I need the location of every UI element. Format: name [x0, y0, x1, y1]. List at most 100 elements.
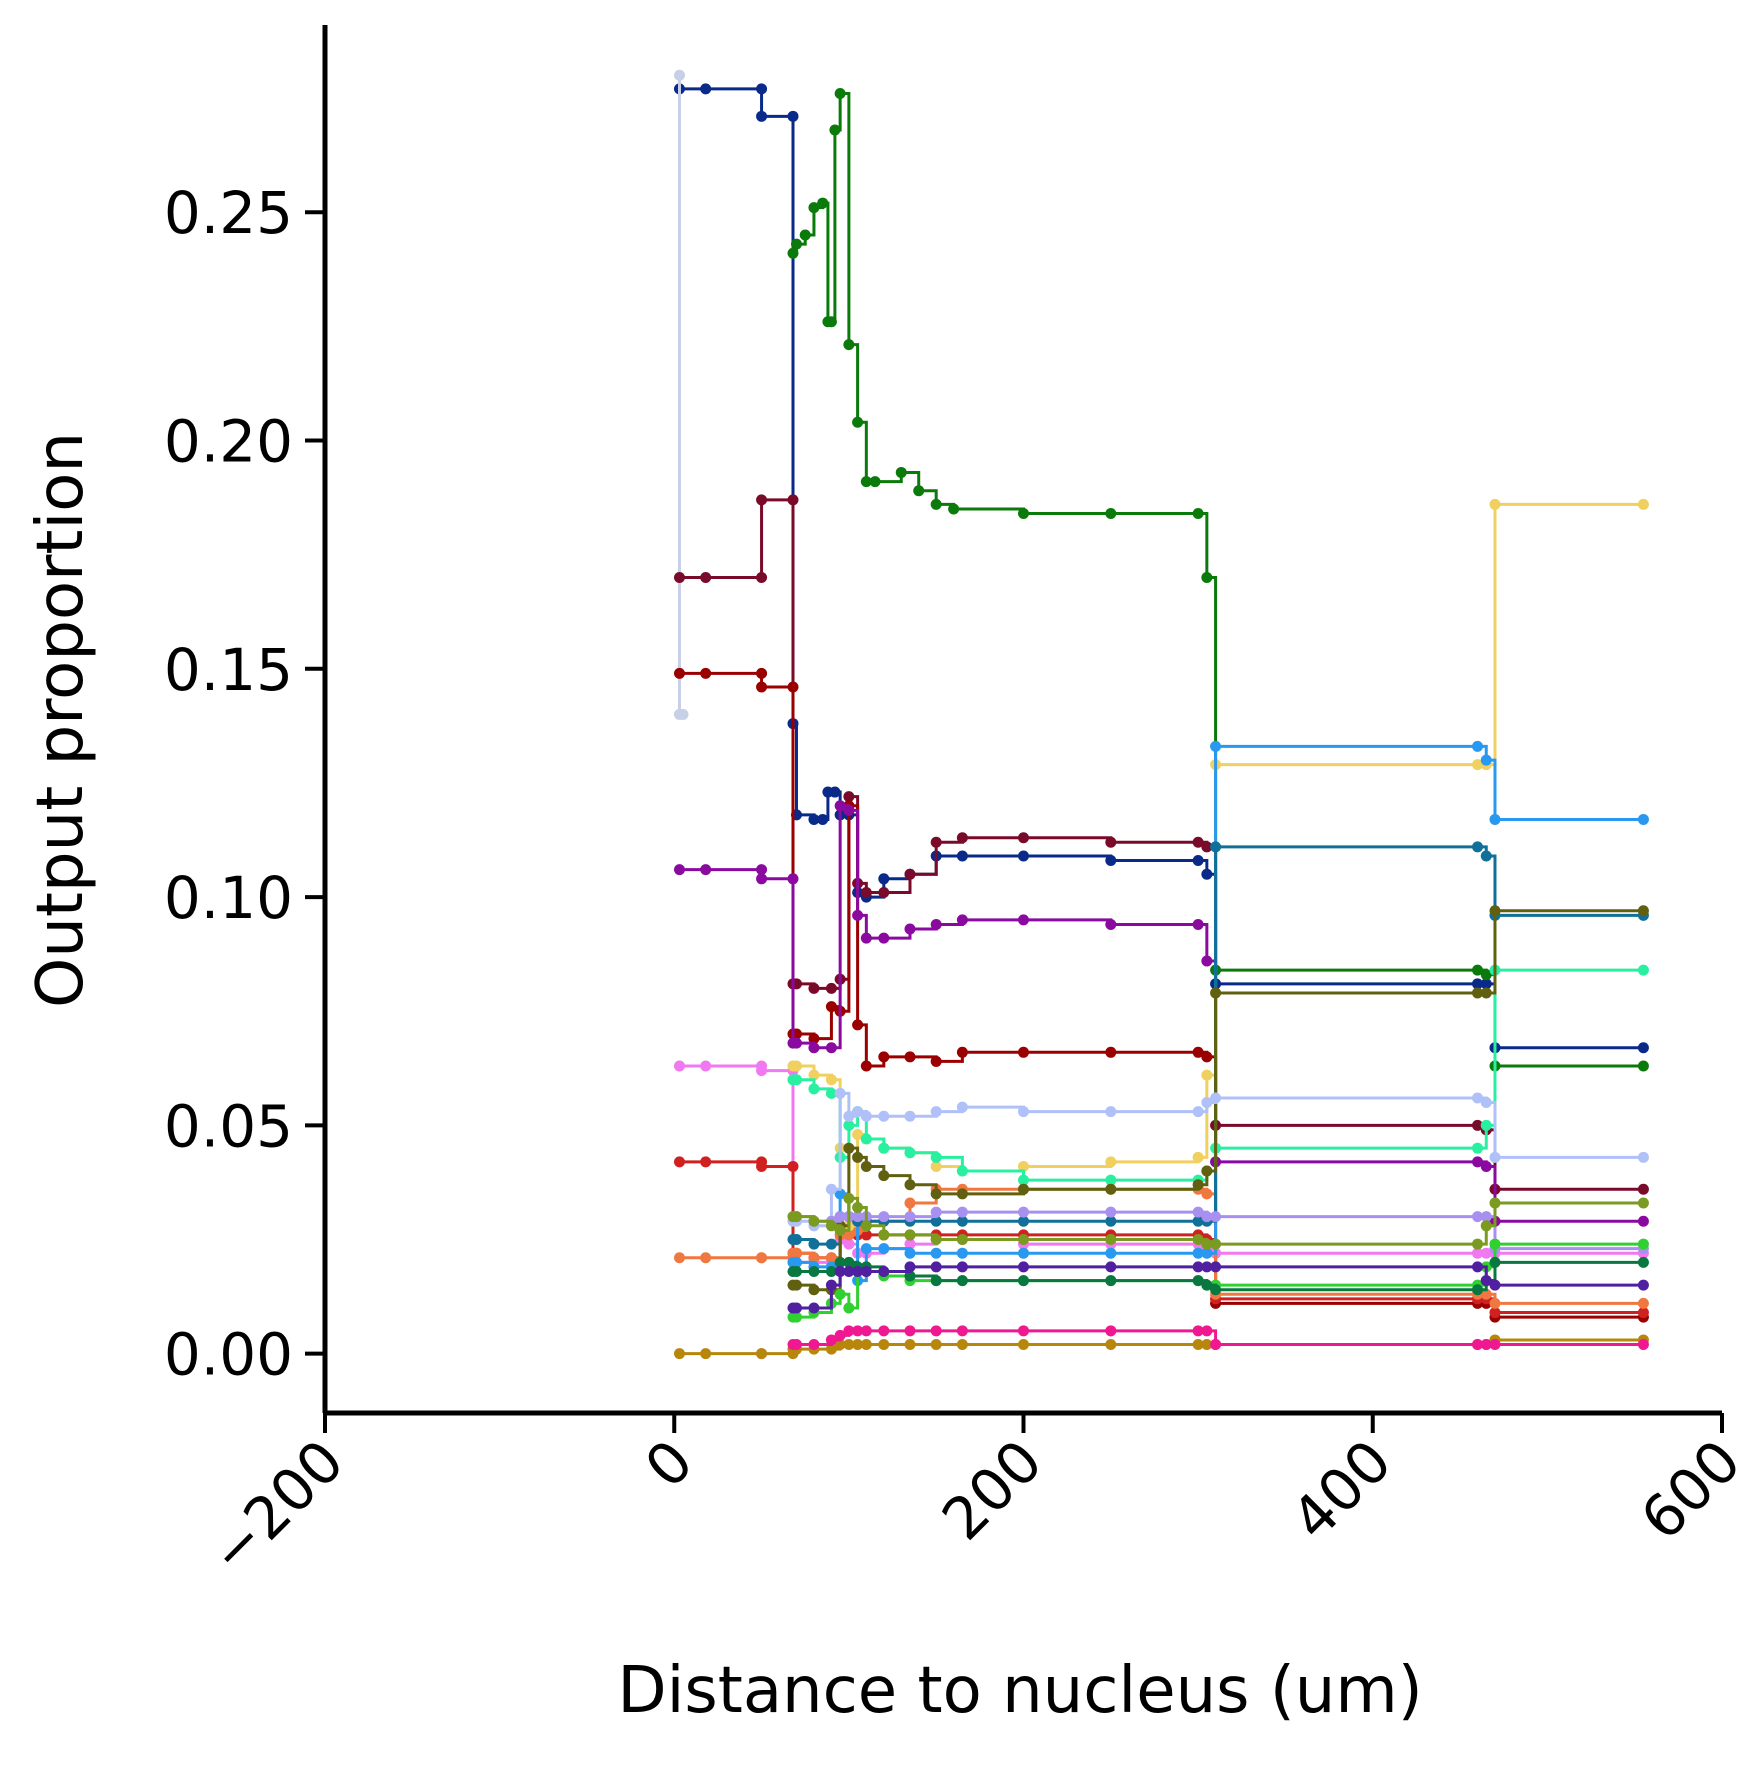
data-point	[1192, 836, 1204, 848]
data-point	[930, 1261, 942, 1273]
data-point	[1472, 1142, 1484, 1154]
data-point	[1018, 508, 1029, 520]
data-point	[852, 1211, 864, 1223]
data-point	[1018, 1247, 1029, 1259]
data-point	[1210, 1284, 1222, 1296]
data-point	[756, 667, 768, 679]
data-point	[843, 1119, 855, 1131]
data-point	[1210, 740, 1222, 752]
data-point	[878, 1339, 890, 1351]
data-point	[930, 1151, 942, 1163]
data-point	[1489, 1197, 1501, 1209]
data-point	[834, 87, 846, 99]
data-point	[1637, 1339, 1649, 1351]
data-point	[787, 1160, 799, 1172]
data-point	[843, 1265, 855, 1277]
data-point	[913, 485, 925, 497]
data-point	[878, 887, 890, 898]
data-point	[1192, 1234, 1204, 1245]
data-point	[860, 1229, 872, 1241]
data-point	[1105, 1106, 1117, 1118]
data-point	[956, 1165, 968, 1177]
data-point	[787, 873, 799, 885]
data-point	[1105, 836, 1117, 848]
data-point	[852, 1265, 864, 1277]
data-point	[1480, 754, 1492, 766]
data-point	[825, 1265, 837, 1277]
series-line	[679, 1064, 1644, 1264]
data-point	[1201, 1279, 1213, 1291]
data-point	[825, 1074, 837, 1086]
data-point	[834, 1339, 846, 1351]
data-point	[852, 1325, 864, 1337]
data-point	[948, 503, 960, 515]
data-point	[878, 1051, 890, 1063]
data-point	[1472, 740, 1484, 752]
data-point	[852, 909, 864, 921]
data-point	[817, 813, 829, 825]
data-point	[1201, 1188, 1213, 1200]
data-point	[825, 1001, 837, 1013]
series-17	[787, 1192, 1649, 1250]
data-point	[790, 1311, 802, 1323]
data-point	[1192, 1151, 1204, 1163]
data-point	[834, 1224, 846, 1236]
data-point	[756, 873, 768, 885]
series-15	[787, 1087, 1649, 1232]
data-point	[956, 1188, 968, 1200]
data-point	[878, 1142, 890, 1154]
data-point	[878, 1211, 890, 1223]
data-point	[756, 864, 768, 876]
data-point	[1489, 1238, 1501, 1250]
data-point	[700, 83, 712, 95]
x-axis-label: Distance to nucleus (um)	[617, 1654, 1422, 1728]
y-ticks: 0.00 0.05 0.10 0.15 0.20 0.25	[164, 179, 325, 1389]
series-line	[792, 91, 1644, 1068]
data-point	[1105, 1339, 1117, 1351]
data-point	[756, 1348, 768, 1360]
data-point	[956, 1234, 968, 1245]
data-point	[1489, 813, 1501, 825]
data-point	[673, 1348, 685, 1360]
data-point	[790, 1256, 802, 1268]
data-point	[904, 1238, 916, 1250]
data-point	[825, 1238, 837, 1250]
data-point	[930, 1055, 942, 1067]
y-tick-label: 0.15	[164, 636, 293, 704]
data-point	[1489, 905, 1501, 917]
data-point	[852, 1106, 864, 1118]
data-point	[1472, 987, 1484, 999]
data-point	[673, 1060, 685, 1072]
data-point	[834, 1256, 846, 1268]
data-point	[904, 923, 916, 935]
data-point	[860, 887, 872, 898]
data-point	[790, 1247, 802, 1259]
data-point	[1637, 1197, 1649, 1209]
data-point	[808, 1302, 820, 1314]
data-point	[860, 1339, 872, 1351]
data-point	[756, 1252, 768, 1264]
data-point	[1637, 964, 1649, 976]
data-point	[1192, 1325, 1204, 1337]
data-point	[852, 1128, 864, 1140]
series-20	[787, 1261, 1649, 1314]
data-point	[904, 1270, 916, 1282]
data-point	[1192, 508, 1204, 520]
data-point	[852, 1151, 864, 1163]
data-point	[834, 1265, 846, 1277]
y-tick-label: 0.05	[164, 1092, 293, 1160]
data-point	[1105, 1275, 1117, 1287]
data-point	[1018, 1206, 1029, 1218]
data-point	[843, 339, 855, 351]
data-point	[878, 1229, 890, 1241]
data-point	[825, 316, 837, 328]
data-point	[834, 1329, 846, 1341]
data-point	[834, 1211, 846, 1223]
data-point	[756, 1160, 768, 1172]
data-point	[1480, 850, 1492, 862]
data-point	[1201, 1325, 1213, 1337]
data-point	[1210, 1092, 1222, 1104]
data-point	[1105, 1206, 1117, 1218]
data-point	[1018, 1261, 1029, 1273]
data-point	[673, 69, 685, 81]
